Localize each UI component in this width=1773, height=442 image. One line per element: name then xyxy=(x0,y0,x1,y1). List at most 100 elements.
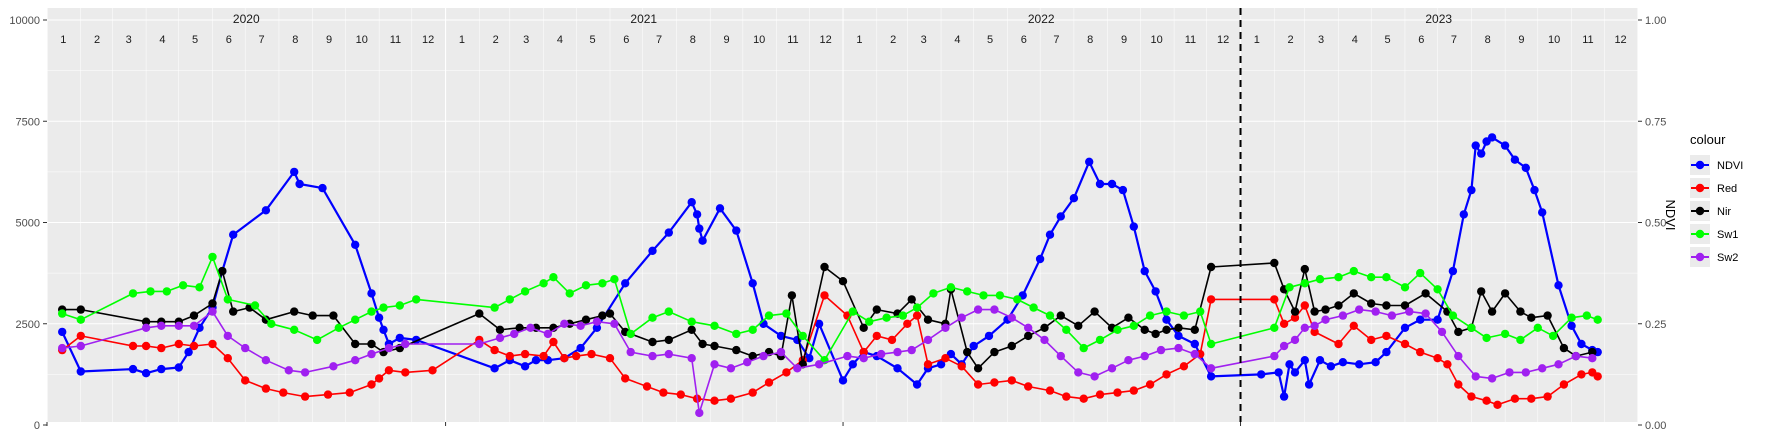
data-point xyxy=(872,331,881,341)
data-point xyxy=(475,339,484,349)
data-point xyxy=(814,319,824,328)
data-point xyxy=(351,339,360,349)
data-point xyxy=(520,362,530,371)
data-point xyxy=(267,319,276,328)
data-point xyxy=(374,374,384,383)
data-point xyxy=(1190,339,1200,349)
data-point xyxy=(1257,370,1266,379)
legend-key-point xyxy=(1695,183,1705,193)
data-point xyxy=(1433,285,1442,294)
y2-tick-label: 0.00 xyxy=(1645,420,1666,432)
data-point xyxy=(1035,254,1045,264)
data-point xyxy=(1174,323,1183,332)
data-point xyxy=(1124,356,1133,365)
data-point xyxy=(549,337,558,347)
data-point xyxy=(941,354,950,363)
data-point xyxy=(351,240,360,249)
month-label: 10 xyxy=(1151,34,1163,46)
data-point xyxy=(1448,266,1458,276)
month-label: 6 xyxy=(623,34,629,46)
data-point xyxy=(1500,141,1510,150)
month-label: 8 xyxy=(690,34,696,46)
data-point xyxy=(229,307,238,316)
data-point xyxy=(157,364,166,374)
y-axis-right: 0.00 0.25 0.50 0.75 1.00 xyxy=(1638,15,1666,432)
data-point xyxy=(76,331,86,341)
month-label: 6 xyxy=(1021,34,1027,46)
minor-grid xyxy=(47,8,1638,422)
data-point xyxy=(384,366,394,375)
data-point xyxy=(776,331,786,341)
data-point xyxy=(859,323,868,332)
month-label: 8 xyxy=(1485,34,1491,46)
data-point xyxy=(882,313,891,322)
data-point xyxy=(1270,351,1279,361)
data-point xyxy=(1355,360,1364,369)
data-point xyxy=(539,279,548,288)
data-point xyxy=(1129,222,1139,231)
data-point xyxy=(776,347,786,357)
data-point xyxy=(412,295,421,304)
data-point xyxy=(1371,307,1380,316)
data-point xyxy=(1290,313,1300,322)
data-point xyxy=(141,369,151,378)
legend: colour NDVI Red Nir Sw1 Sw2 xyxy=(1690,132,1743,267)
data-point xyxy=(838,277,848,286)
data-point xyxy=(1482,333,1491,343)
data-point xyxy=(195,283,204,292)
data-point xyxy=(1459,210,1469,219)
month-label: 11 xyxy=(1582,34,1593,46)
year-label: 2023 xyxy=(1425,12,1452,26)
data-point xyxy=(621,279,630,288)
data-point xyxy=(334,323,343,332)
data-point xyxy=(1069,194,1079,203)
data-point xyxy=(1400,323,1410,332)
data-point xyxy=(581,281,591,290)
data-point xyxy=(223,331,232,341)
month-label: 7 xyxy=(656,34,662,46)
month-label: 7 xyxy=(258,34,264,46)
month-label: 3 xyxy=(1318,34,1324,46)
data-point xyxy=(748,325,757,334)
data-point xyxy=(1371,358,1380,367)
data-point xyxy=(1538,364,1547,373)
data-point xyxy=(1279,392,1289,401)
data-point xyxy=(174,339,183,349)
data-point xyxy=(605,309,615,318)
data-point xyxy=(1367,335,1376,345)
month-label: 1 xyxy=(459,34,465,46)
data-point xyxy=(1487,133,1497,142)
data-point xyxy=(1334,301,1343,310)
data-point xyxy=(1421,309,1430,318)
data-point xyxy=(1467,185,1476,195)
data-point xyxy=(1454,380,1463,389)
data-point xyxy=(1310,327,1319,337)
data-point xyxy=(973,364,983,373)
data-point xyxy=(1124,313,1133,322)
data-point xyxy=(592,317,602,326)
year-label: 2020 xyxy=(233,12,260,26)
data-point xyxy=(695,224,704,233)
data-point xyxy=(1179,362,1189,371)
data-point xyxy=(898,311,908,320)
legend-label: NDVI xyxy=(1717,160,1743,172)
data-point xyxy=(1467,323,1476,332)
data-point xyxy=(261,384,271,393)
data-point xyxy=(907,295,916,304)
data-point xyxy=(250,301,260,310)
data-point xyxy=(957,362,966,371)
data-point xyxy=(805,354,814,363)
month-label: 10 xyxy=(753,34,765,46)
data-point xyxy=(1567,321,1576,330)
data-point xyxy=(1310,321,1319,330)
data-point xyxy=(1062,325,1071,334)
data-point xyxy=(1349,266,1359,276)
data-point xyxy=(1206,295,1216,304)
data-point xyxy=(1023,323,1033,332)
data-point xyxy=(560,354,569,363)
data-point xyxy=(664,228,673,237)
data-point xyxy=(189,341,199,351)
data-point xyxy=(1543,311,1552,320)
data-point xyxy=(1367,299,1376,308)
